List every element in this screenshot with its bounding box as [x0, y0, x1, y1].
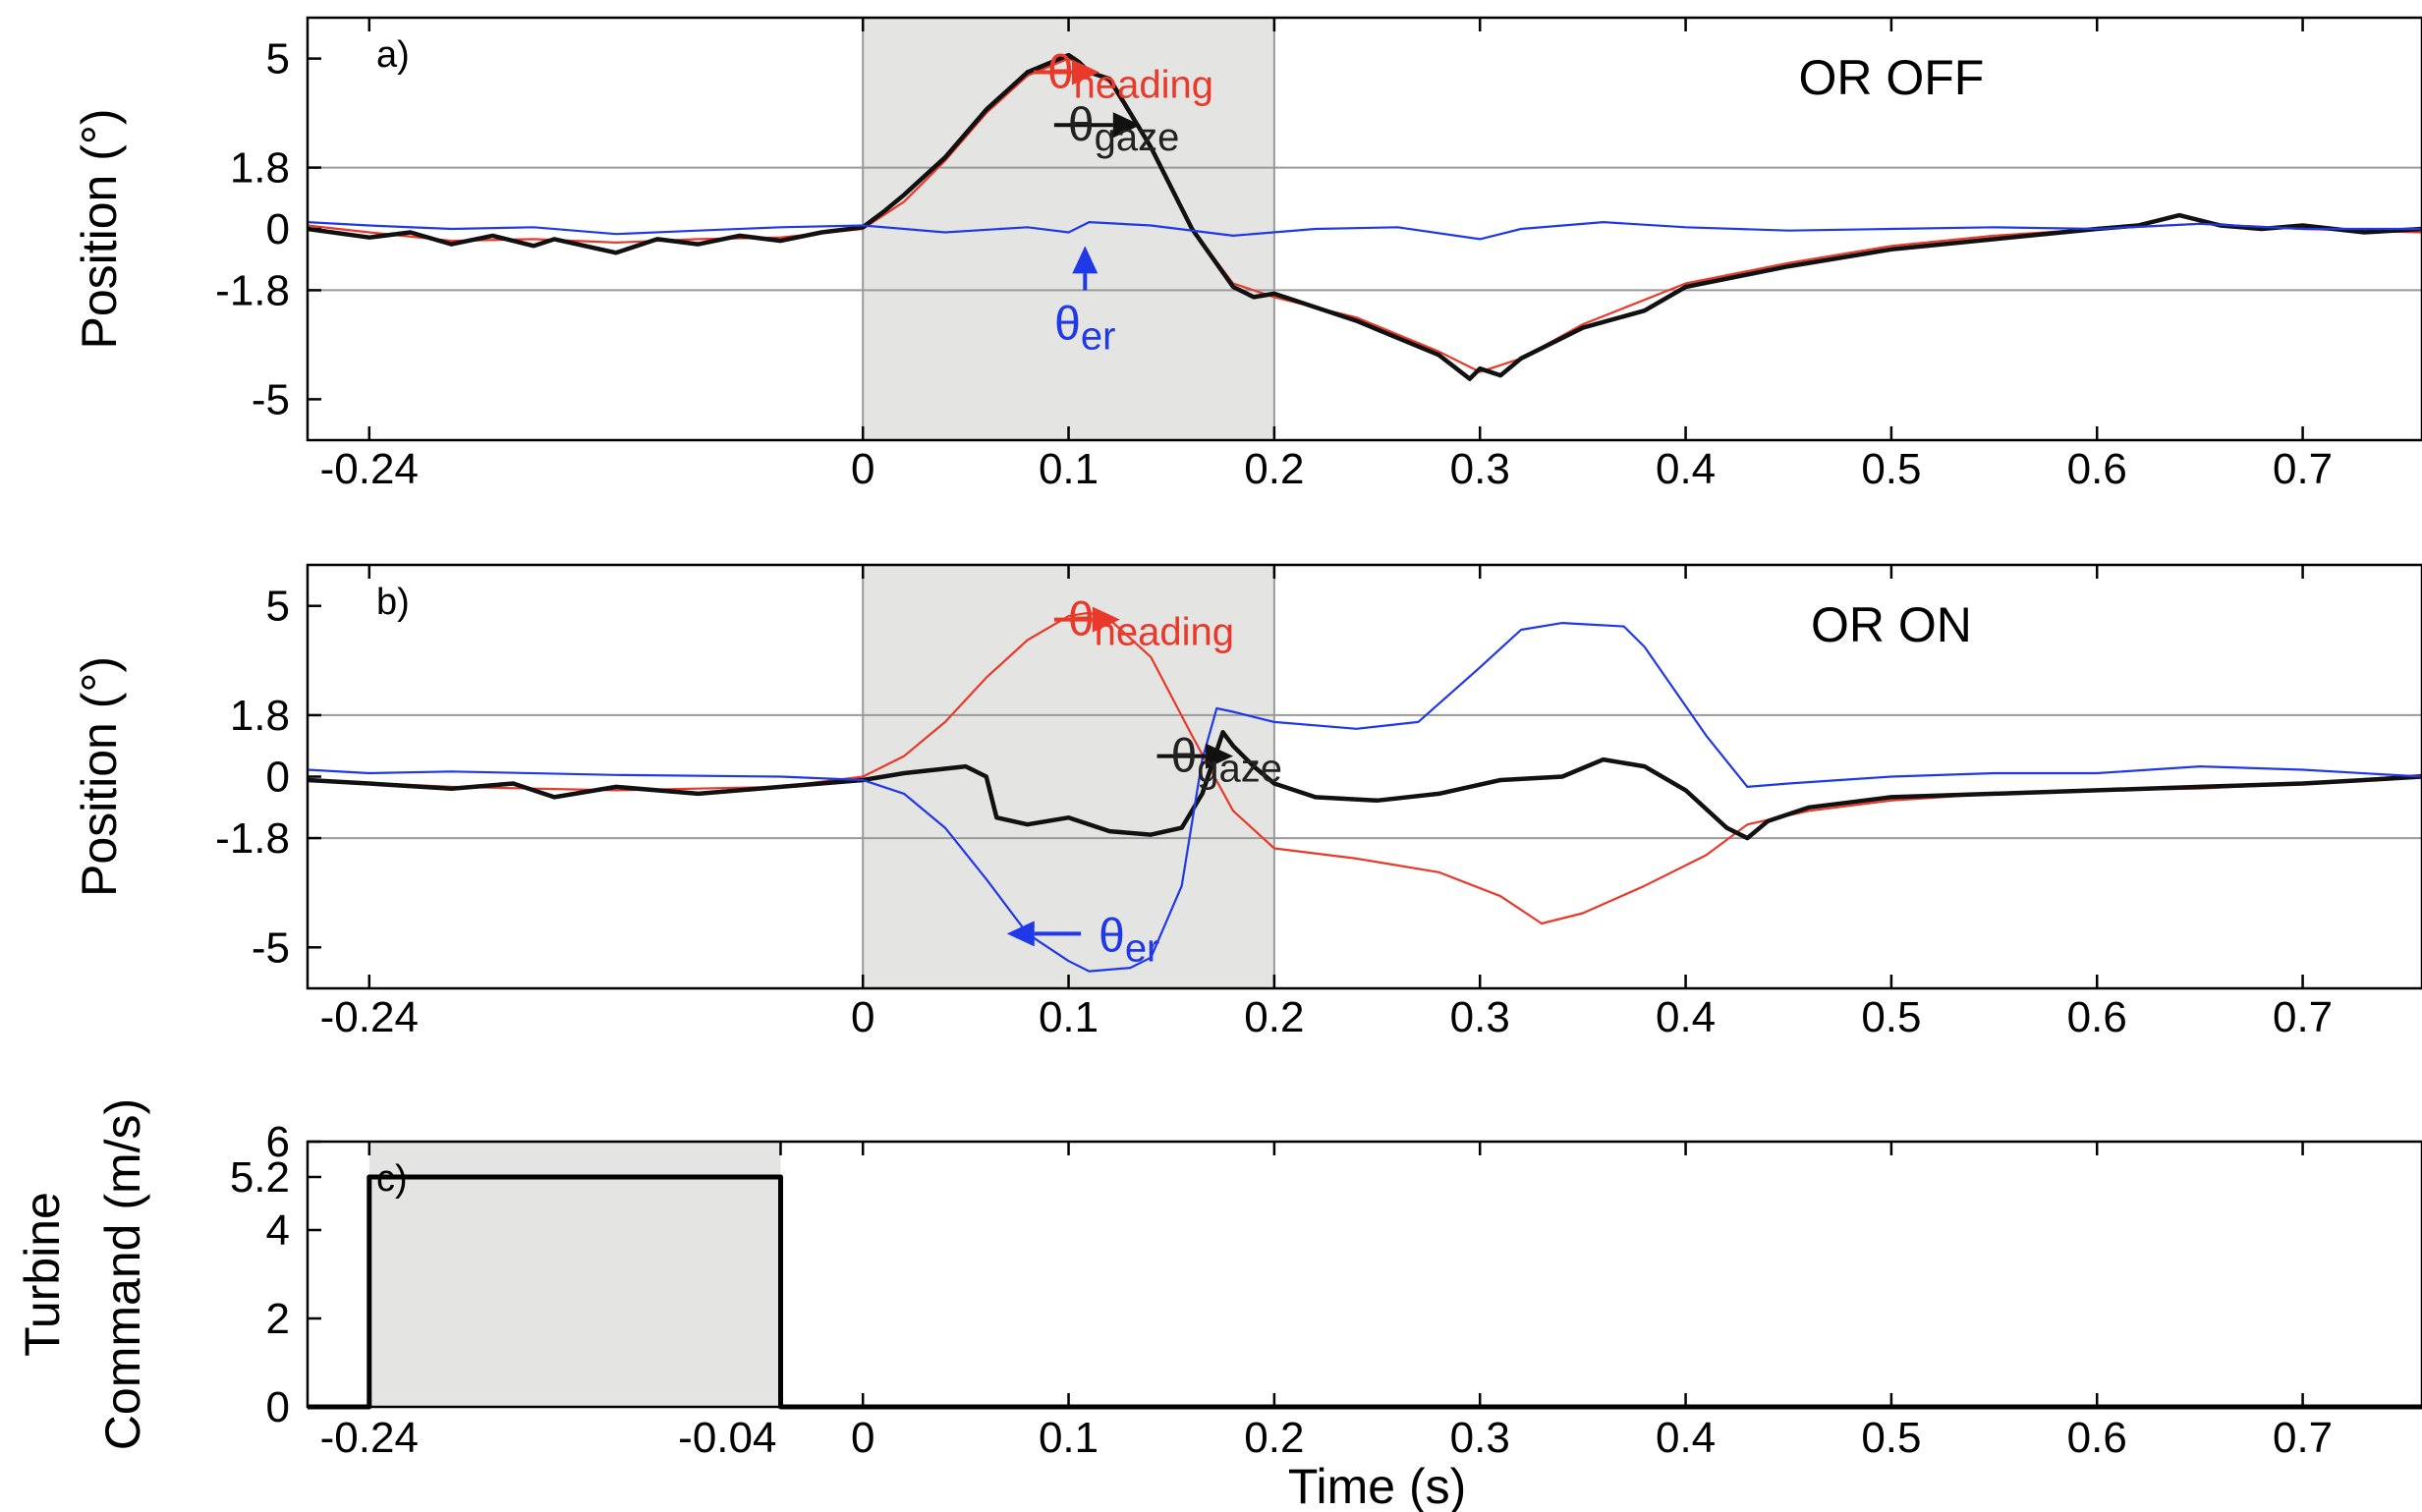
- y-tick-label: -5: [252, 375, 290, 423]
- x-tick-label: 0.6: [2067, 993, 2127, 1041]
- x-tick-label: -0.24: [320, 445, 419, 493]
- y-tick-label: -5: [252, 924, 290, 972]
- y-tick-label: 6: [266, 1118, 290, 1166]
- y-tick-label: 4: [266, 1206, 290, 1255]
- x-tick-label: 0.5: [1861, 1414, 1921, 1462]
- annotation-theta: θ: [1054, 298, 1081, 350]
- x-tick-label: 0.6: [2067, 445, 2127, 493]
- annotation-arrowhead-er: [1006, 921, 1035, 947]
- annotation-label-heading: θheading: [1068, 594, 1234, 654]
- x-tick-label: -0.24: [320, 1414, 419, 1462]
- annotation-label-gaze: θgaze: [1171, 731, 1282, 791]
- x-tick-label: 0.5: [1861, 993, 1921, 1041]
- x-axis-label: Time (s): [1288, 1459, 1466, 1512]
- y-tick-label: 1.8: [230, 144, 290, 193]
- y-tick-label: 0: [266, 1383, 290, 1431]
- annotation-theta: θ: [1171, 731, 1198, 783]
- y-tick-label: 5: [266, 35, 290, 84]
- annotation-subscript: heading: [1074, 63, 1213, 106]
- annotation-arrowhead-er: [1072, 246, 1098, 274]
- y-tick-label: 0: [266, 754, 290, 802]
- y-tick-label: 2: [266, 1295, 290, 1343]
- shaded-span: [368, 1142, 781, 1407]
- x-tick-label: -0.24: [320, 993, 419, 1041]
- annotation-arrowhead-gaze: [1112, 112, 1141, 139]
- annotation-subscript: heading: [1095, 611, 1234, 654]
- x-tick-label: 0.3: [1450, 445, 1510, 493]
- annotation-label-er: θer: [1098, 910, 1159, 970]
- x-tick-label: 0.2: [1244, 993, 1304, 1041]
- series-er: [307, 221, 2422, 241]
- annotation-label-er: θer: [1054, 298, 1115, 358]
- annotation-arrowhead-heading: [1071, 59, 1099, 85]
- series-heading: [307, 611, 2422, 925]
- annotation-subscript: er: [1081, 314, 1116, 358]
- panel-label: b): [376, 582, 410, 623]
- annotation-theta: θ: [1098, 910, 1125, 962]
- panel-label: c): [376, 1158, 408, 1200]
- annotation-theta: θ: [1068, 594, 1095, 646]
- condition-label: OR OFF: [1798, 50, 1984, 105]
- y-axis-label: Turbine: [15, 1192, 70, 1357]
- annotation-theta: θ: [1047, 46, 1074, 98]
- shaded-span: [863, 18, 1274, 440]
- plot-frame: [306, 563, 2422, 990]
- x-tick-label: 0.4: [1656, 445, 1716, 493]
- y-tick-label: 1.8: [230, 692, 290, 740]
- x-tick-label: 0.7: [2273, 993, 2333, 1041]
- condition-label: OR ON: [1811, 597, 1972, 652]
- x-tick-label: 0.5: [1861, 445, 1921, 493]
- y-tick-label: 0: [266, 205, 290, 253]
- series-gaze: [307, 730, 2422, 841]
- x-tick-label: 0.1: [1039, 445, 1098, 493]
- annotation-theta: θ: [1068, 99, 1095, 151]
- y-tick-label: -1.8: [215, 266, 290, 314]
- series-gaze: [307, 52, 2422, 381]
- annotation-arrowhead-gaze: [1206, 743, 1234, 769]
- x-tick-label: 0.1: [1039, 993, 1098, 1041]
- y-tick-label: -1.8: [215, 814, 290, 863]
- y-tick-label: 5: [266, 583, 290, 631]
- annotation-label-heading: θheading: [1047, 46, 1213, 106]
- annotation-label-gaze: θgaze: [1068, 99, 1179, 159]
- panel-label: a): [376, 34, 410, 76]
- annotation-subscript: gaze: [1197, 748, 1282, 791]
- series-er: [307, 622, 2422, 973]
- y-axis-label: Command (m/s): [95, 1098, 150, 1450]
- x-tick-label: 0.7: [2273, 1414, 2333, 1462]
- x-tick-label: 0.4: [1656, 1414, 1716, 1462]
- panel-c: -0.24 -0.04 0 0.1 0.2 0.3 0.4 0.5 0.6 0.7 65.24 2 0 T…: [15, 1098, 2422, 1512]
- panel-b: -0.24 0 0.1 0.2 0.3 0.4 0.5 0.6 0.7 5 1.8 0 -1.8 -5 Po…: [72, 563, 2422, 1041]
- panel-a: -0.24 0 0.1 0.2 0.3 0.4 0.5 0.6 0.7 5 1.8 0 -1.8 -5 Po…: [72, 16, 2422, 493]
- x-tick-label: 0.2: [1244, 1414, 1304, 1462]
- x-tick-label: 0: [851, 1414, 874, 1462]
- x-tick-label: 0: [851, 445, 874, 493]
- x-tick-label: 0.3: [1450, 993, 1510, 1041]
- plot-frame: [306, 1140, 2422, 1409]
- annotation-subscript: er: [1125, 926, 1160, 970]
- x-tick-label: 0.1: [1039, 1414, 1098, 1462]
- x-tick-label: 0.2: [1244, 445, 1304, 493]
- x-tick-label: 0.6: [2067, 1414, 2127, 1462]
- annotation-subscript: gaze: [1095, 116, 1180, 159]
- y-axis-label: Position (°): [72, 656, 127, 897]
- x-tick-label: 0: [851, 993, 874, 1041]
- x-tick-label: 0.7: [2273, 445, 2333, 493]
- x-tick-label: 0.4: [1656, 993, 1716, 1041]
- y-tick-label: 5.2: [230, 1153, 290, 1202]
- x-tick-label: -0.04: [678, 1414, 776, 1462]
- y-axis-label: Position (°): [72, 108, 127, 349]
- annotation-arrowhead-heading: [1092, 606, 1120, 633]
- x-tick-label: 0.3: [1450, 1414, 1510, 1462]
